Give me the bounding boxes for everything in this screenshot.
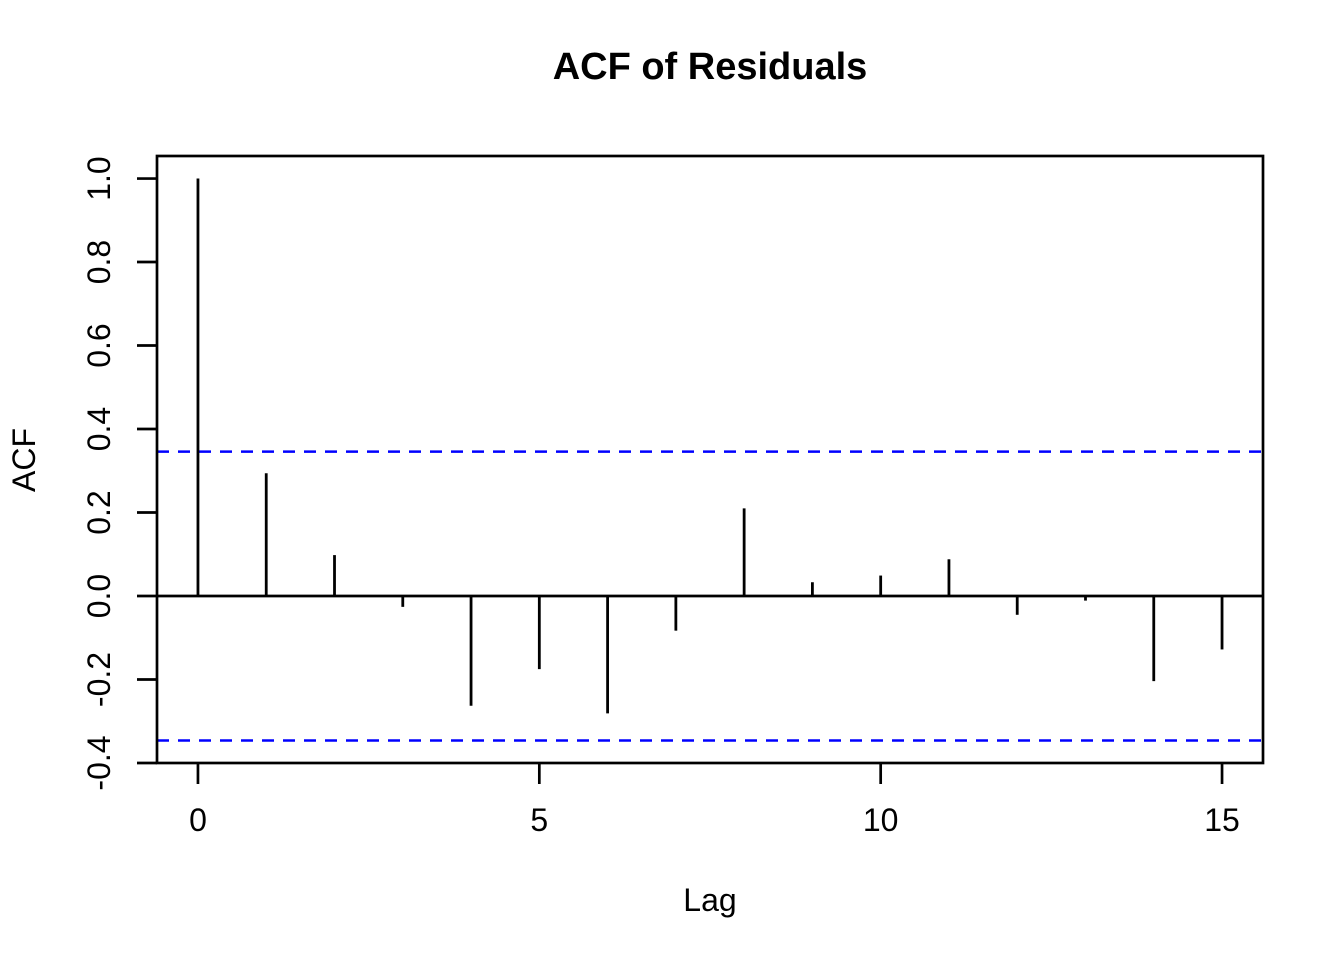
confidence-lines-group [157, 450, 1263, 742]
x-axis-label: Lag [683, 882, 736, 918]
y-axis-label: ACF [6, 428, 42, 492]
y-axis-ticks-group: -0.4 -0.2 0.0 0.2 0.4 0.6 0.8 1.0 [81, 156, 157, 791]
y-tick-label--0.2: -0.2 [81, 652, 117, 707]
y-tick-label-0.6: 0.6 [81, 323, 117, 367]
plot-title: ACF of Residuals [553, 46, 868, 88]
y-tick-label-0.4: 0.4 [81, 407, 117, 451]
x-tick-label-5: 5 [530, 802, 548, 838]
x-tick-label-15: 15 [1204, 802, 1240, 838]
y-tick-label-0.2: 0.2 [81, 490, 117, 534]
y-tick-label-0.8: 0.8 [81, 240, 117, 284]
x-axis-ticks-group: 0 5 10 15 [189, 763, 1240, 838]
y-tick-label--0.4: -0.4 [81, 735, 117, 790]
plot-border-box [155, 154, 1265, 765]
y-tick-label-0.0: 0.0 [81, 574, 117, 618]
y-tick-label-1.0: 1.0 [81, 156, 117, 200]
acf-bars-group [196, 178, 1224, 714]
x-tick-label-10: 10 [863, 802, 899, 838]
x-tick-label-0: 0 [189, 802, 207, 838]
